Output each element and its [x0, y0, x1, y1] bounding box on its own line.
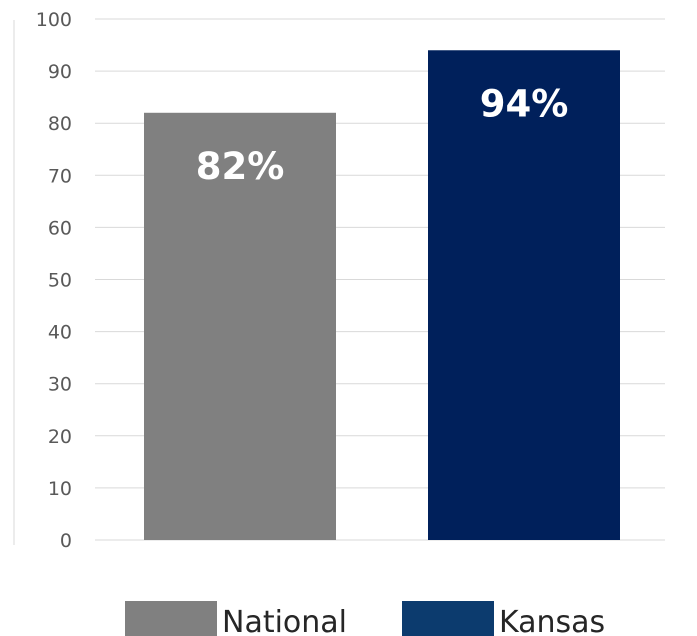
bar-national	[144, 112, 336, 540]
y-tick-label: 0	[60, 530, 72, 552]
y-tick-label: 70	[48, 165, 72, 187]
y-tick-label: 20	[48, 426, 72, 448]
bars	[144, 50, 620, 540]
legend-label-national: National	[222, 605, 347, 636]
y-tick-labels: 0 10 20 30 40 50 60 70 80 90 100	[36, 9, 72, 552]
legend: National Kansas	[125, 601, 605, 636]
y-tick-label: 80	[48, 113, 72, 135]
bar-kansas	[428, 50, 620, 540]
legend-swatch-kansas	[402, 601, 494, 636]
y-tick-label: 100	[36, 9, 72, 31]
y-tick-label: 40	[48, 322, 72, 344]
legend-label-kansas: Kansas	[499, 605, 605, 636]
y-tick-label: 10	[48, 478, 72, 500]
data-labels: 82% 94%	[196, 82, 569, 188]
data-label-kansas: 94%	[480, 82, 569, 125]
y-tick-label: 30	[48, 374, 72, 396]
y-tick-label: 60	[48, 217, 72, 239]
legend-swatch-national	[125, 601, 217, 636]
data-label-national: 82%	[196, 145, 285, 188]
y-tick-label: 50	[48, 270, 72, 292]
y-tick-label: 90	[48, 61, 72, 83]
